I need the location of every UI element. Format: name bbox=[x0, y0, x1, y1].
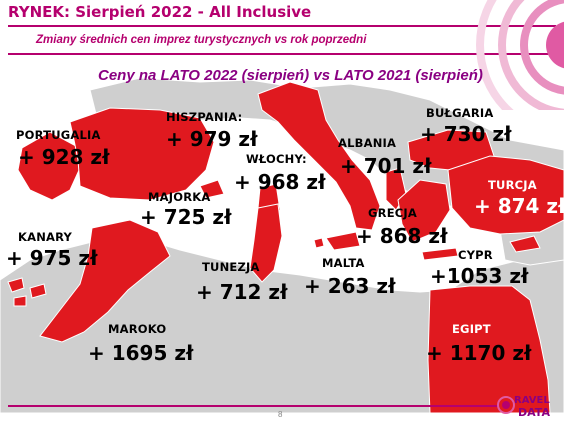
sicily-shape bbox=[325, 231, 361, 251]
value-majorka: + 725 zł bbox=[140, 205, 232, 229]
value-cypr: +1053 zł bbox=[430, 264, 529, 288]
cyprus-shape bbox=[509, 235, 541, 253]
logo-line-2: DATA bbox=[518, 406, 550, 419]
label-bulgaria: BUŁGARIA bbox=[426, 106, 494, 120]
label-malta: MALTA bbox=[322, 256, 365, 270]
value-bulgaria: + 730 zł bbox=[420, 122, 512, 146]
page-number: 8 bbox=[278, 410, 283, 419]
travel-data-logo: RAVEL DATA bbox=[496, 393, 562, 421]
comparison-banner: Ceny na LATO 2022 (sierpień) vs LATO 202… bbox=[98, 67, 483, 84]
crete-shape bbox=[421, 247, 459, 261]
italy-shape bbox=[257, 81, 381, 231]
greece-shape bbox=[397, 179, 451, 243]
value-malta: + 263 zł bbox=[304, 274, 396, 298]
value-maroko: + 1695 zł bbox=[88, 341, 194, 365]
label-hiszpania: HISZPANIA: bbox=[166, 110, 243, 124]
label-portugalia: PORTUGALIA bbox=[16, 128, 101, 142]
footer-rule bbox=[8, 405, 498, 407]
morocco-shape bbox=[39, 219, 171, 343]
majorca-shape bbox=[199, 179, 225, 199]
slide-subtitle: Zmiany średnich cen imprez turystycznych… bbox=[36, 34, 367, 46]
logo-ring-icon bbox=[497, 396, 515, 414]
malta-shape bbox=[313, 237, 325, 249]
slide-title: RYNEK: Sierpień 2022 - All Inclusive bbox=[8, 3, 312, 21]
label-maroko: MAROKO bbox=[108, 322, 167, 336]
spain-shape bbox=[69, 107, 215, 201]
decorative-circles bbox=[476, 0, 564, 110]
canaries-shape bbox=[7, 277, 47, 307]
label-albania: ALBANIA bbox=[338, 136, 397, 150]
logo-line-1: RAVEL bbox=[514, 395, 550, 406]
label-majorka: MAJORKA bbox=[148, 190, 211, 204]
title-rule bbox=[8, 25, 556, 27]
label-tunezja: TUNEZJA bbox=[202, 260, 260, 274]
value-portugalia: + 928 zł bbox=[18, 145, 110, 169]
label-grecja: GRECJA bbox=[368, 206, 417, 220]
portugal-shape bbox=[17, 131, 81, 201]
tunisia-shape bbox=[249, 203, 283, 283]
value-turcja: + 874 zł bbox=[474, 194, 564, 218]
label-kanary: KANARY bbox=[18, 230, 73, 244]
value-egipt: + 1170 zł bbox=[426, 341, 532, 365]
value-hiszpania: + 979 zł bbox=[166, 127, 258, 151]
value-tunezja: + 712 zł bbox=[196, 280, 288, 304]
label-turcja: TURCJA bbox=[488, 178, 537, 192]
subtitle-rule bbox=[8, 53, 556, 55]
value-wlochy: + 968 zł bbox=[234, 170, 326, 194]
value-kanary: + 975 zł bbox=[6, 246, 98, 270]
egypt-shape bbox=[427, 285, 551, 413]
turkey-shape bbox=[447, 155, 564, 235]
value-grecja: + 868 zł bbox=[356, 224, 448, 248]
value-albania: + 701 zł bbox=[340, 154, 432, 178]
label-egipt: EGIPT bbox=[452, 322, 491, 336]
label-cypr: CYPR bbox=[458, 248, 493, 262]
mediterranean-map bbox=[0, 77, 564, 413]
label-wlochy: WŁOCHY: bbox=[246, 152, 307, 166]
